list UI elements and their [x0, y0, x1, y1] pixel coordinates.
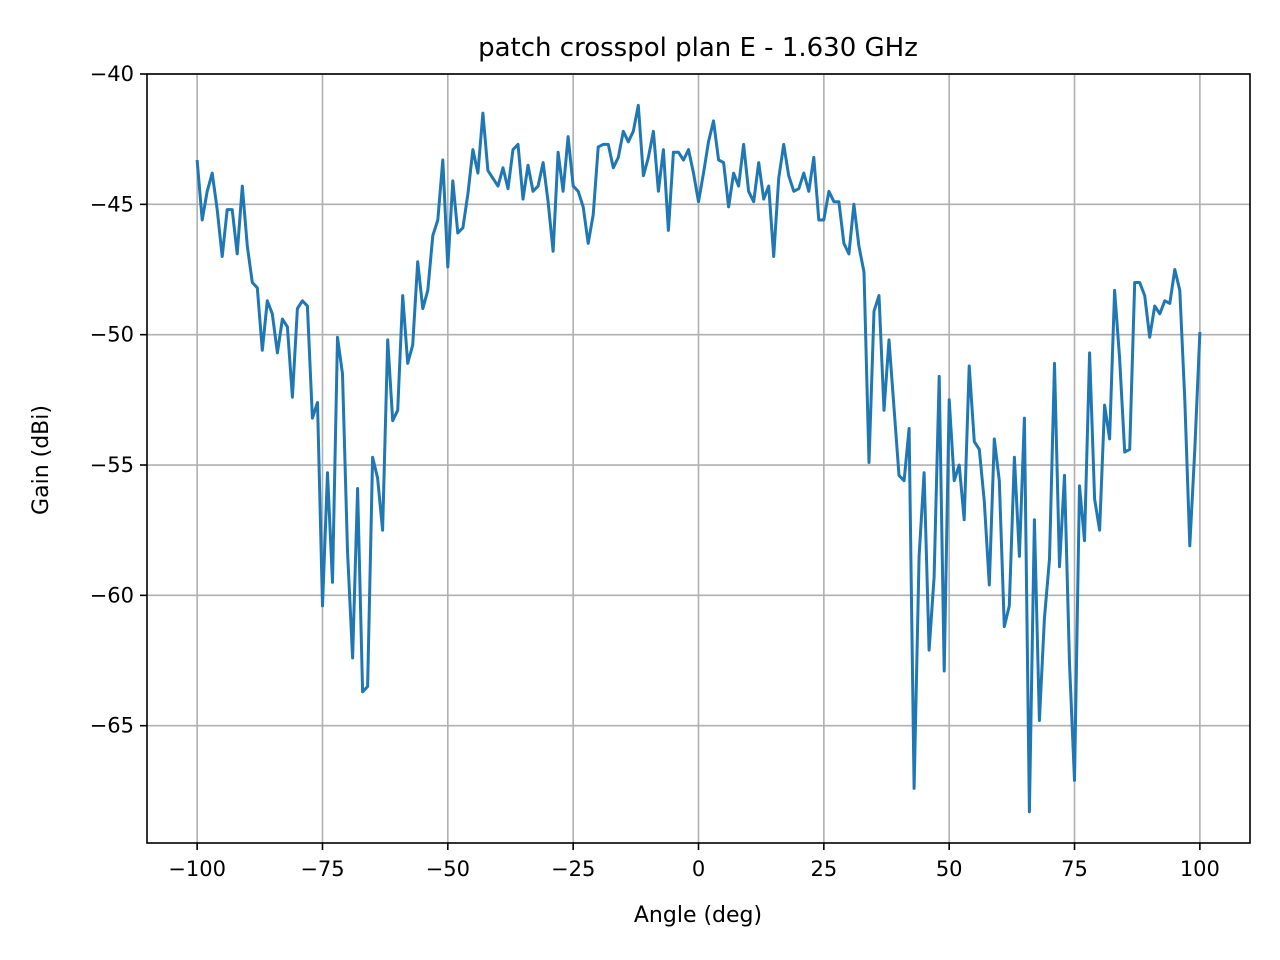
series-line [195, 103, 1202, 814]
grid [147, 73, 1250, 843]
y-tick-label: −40 [90, 62, 134, 86]
x-tick-label: −25 [551, 857, 595, 881]
y-tick-label: −65 [90, 714, 134, 738]
y-tick-label: −60 [90, 583, 134, 607]
y-tick-label: −55 [90, 453, 134, 477]
x-tick-label: 75 [1061, 857, 1088, 881]
x-tick-label: 25 [810, 857, 837, 881]
x-tick-label: −50 [426, 857, 470, 881]
y-axis: −40 −45 −50 −55 −60 −65 [90, 62, 147, 738]
y-axis-label: Gain (dBi) [29, 405, 54, 515]
y-tick-label: −50 [90, 323, 134, 347]
chart-title: patch crosspol plan E - 1.630 GHz [478, 33, 918, 63]
x-tick-label: −100 [168, 857, 226, 881]
x-tick-label: 100 [1180, 857, 1220, 881]
x-tick-label: 50 [936, 857, 963, 881]
x-tick-label: 0 [692, 857, 705, 881]
x-axis: −100 −75 −50 −25 0 25 50 75 100 [168, 843, 1220, 881]
x-tick-label: −75 [300, 857, 344, 881]
y-tick-label: −45 [90, 192, 134, 216]
x-axis-label: Angle (deg) [634, 903, 762, 928]
